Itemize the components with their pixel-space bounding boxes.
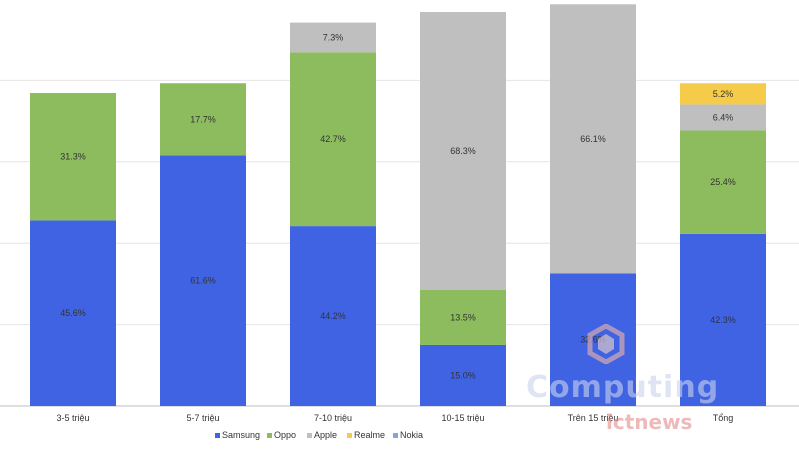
data-label-oppo-0: 31.3% (60, 152, 86, 162)
data-label-apple-4: 66.1% (580, 134, 606, 144)
x-tick-label-1: 5-7 triệu (186, 413, 219, 423)
x-tick-label-5: Tổng (713, 413, 734, 423)
watermark-ictnews: ictnews (606, 410, 693, 434)
data-label-realme-5: 5.2% (713, 89, 734, 99)
x-tick-label-0: 3-5 triệu (56, 413, 89, 423)
data-label-oppo-3: 13.5% (450, 312, 476, 322)
data-label-apple-2: 7.3% (323, 32, 344, 42)
data-label-samsung-1: 61.6% (190, 276, 216, 286)
bar-segment-apple-5 (680, 104, 766, 131)
bar-segment-apple-2 (290, 22, 376, 53)
data-label-oppo-1: 17.7% (190, 114, 216, 124)
data-label-samsung-0: 45.6% (60, 308, 86, 318)
legend-swatch-oppo (267, 433, 272, 438)
x-tick-label-3: 10-15 triệu (441, 413, 484, 423)
legend-label-oppo: Oppo (274, 430, 296, 440)
legend-label-nokia: Nokia (400, 430, 423, 440)
bar-segment-samsung-5 (680, 233, 766, 406)
bar-segment-oppo-1 (160, 83, 246, 156)
bar-segment-samsung-1 (160, 155, 246, 406)
legend-swatch-samsung (215, 433, 220, 438)
bar-segment-oppo-2 (290, 52, 376, 227)
bar-segment-apple-4 (550, 4, 636, 274)
watermark-logo: Computing ictnews (526, 324, 781, 440)
data-label-samsung-4: 32.6% (580, 335, 606, 345)
bar-segment-oppo-0 (30, 93, 116, 221)
bar-segment-samsung-0 (30, 220, 116, 406)
bar-segment-oppo-3 (420, 290, 506, 345)
data-label-apple-3: 68.3% (450, 146, 476, 156)
x-tick-label-4: Trên 15 triệu (568, 413, 619, 423)
data-label-samsung-3: 15.0% (450, 370, 476, 380)
data-label-oppo-5: 25.4% (710, 177, 736, 187)
legend-label-samsung: Samsung (222, 430, 260, 440)
data-label-apple-5: 6.4% (713, 112, 734, 122)
data-label-oppo-2: 42.7% (320, 134, 346, 144)
watermark-computing: Computing (526, 370, 720, 405)
bar-segment-samsung-3 (420, 344, 506, 406)
bar-segment-samsung-2 (290, 226, 376, 406)
bar-segment-realme-5 (680, 83, 766, 105)
legend-swatch-nokia (393, 433, 398, 438)
legend-swatch-realme (347, 433, 352, 438)
x-tick-label-2: 7-10 triệu (314, 413, 352, 423)
data-label-samsung-2: 44.2% (320, 311, 346, 321)
data-label-samsung-5: 42.3% (710, 315, 736, 325)
bar-segment-oppo-5 (680, 130, 766, 234)
legend-label-realme: Realme (354, 430, 385, 440)
legend-swatch-apple (307, 433, 312, 438)
hexagon-logo-icon (587, 324, 625, 364)
bar-segment-apple-3 (420, 12, 506, 291)
legend-label-apple: Apple (314, 430, 337, 440)
